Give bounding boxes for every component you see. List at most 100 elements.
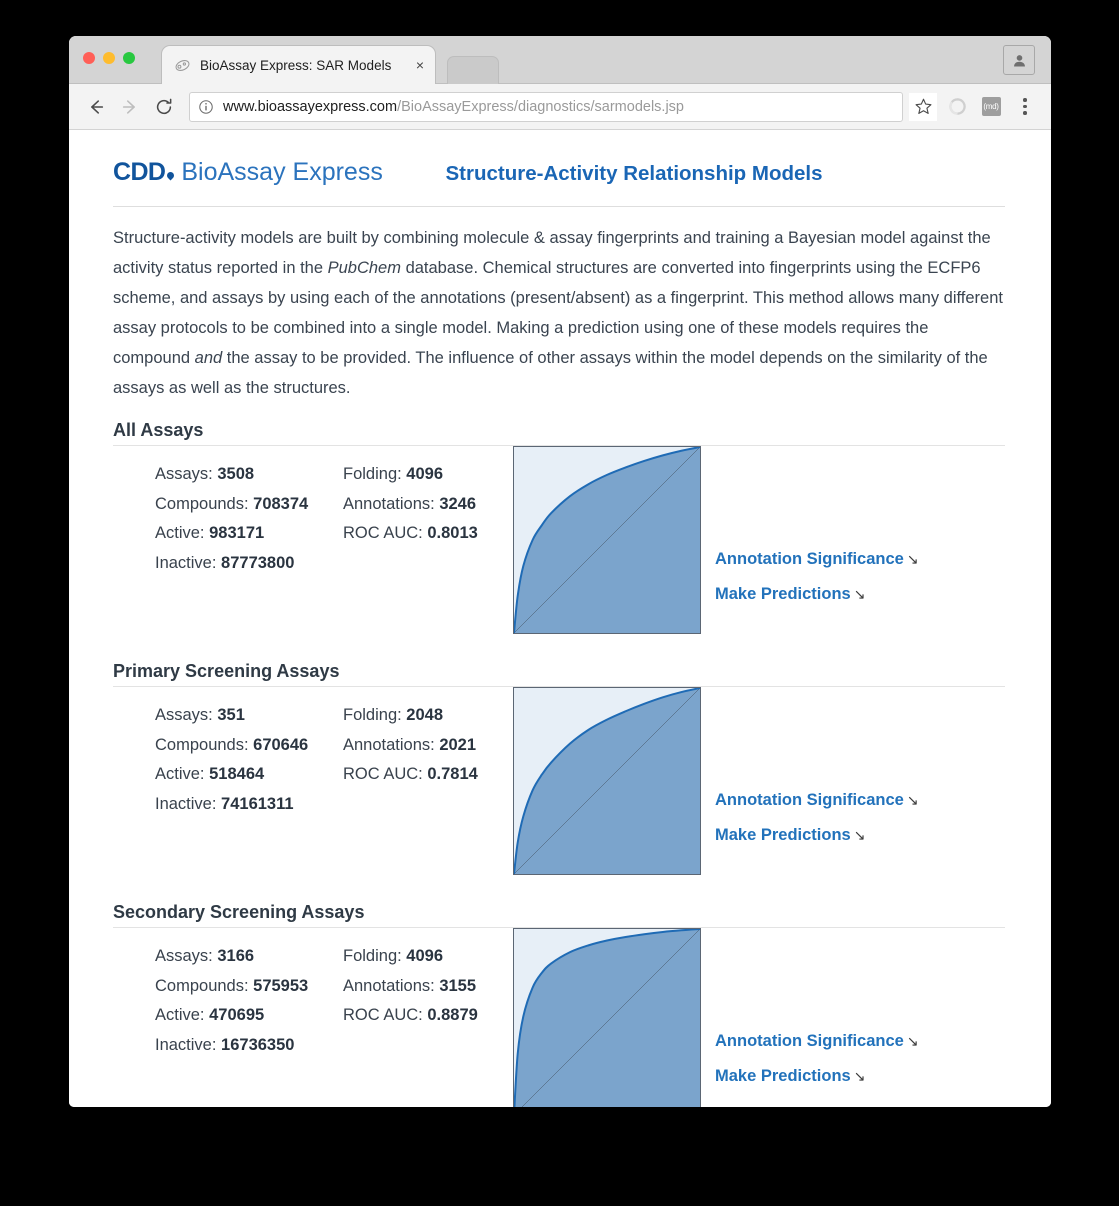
stat-label: Active: — [155, 1006, 205, 1024]
link-row: Make Predictions ↘ — [715, 826, 919, 845]
stat-value: 2021 — [439, 735, 477, 754]
stat-value: 16736350 — [221, 1035, 295, 1054]
reload-icon[interactable] — [149, 92, 179, 122]
make-predictions-link[interactable]: Make Predictions — [715, 585, 851, 603]
link-row: Annotation Significance ↘ — [715, 550, 919, 569]
browser-window: BioAssay Express: SAR Models × — [69, 36, 1051, 1107]
page-info-icon[interactable] — [198, 99, 214, 115]
stats-grid: Assays: 3166 Compounds: 575953 Active: 4… — [155, 942, 478, 1060]
stat-value: 0.8879 — [427, 1006, 478, 1024]
minimize-window-button[interactable] — [103, 52, 115, 64]
stat-folding: Folding: 2048 — [343, 701, 478, 731]
stat-value: 4096 — [406, 947, 444, 965]
stat-value: 3155 — [439, 976, 477, 995]
stat-annotations: Annotations: 3155 — [343, 972, 478, 1002]
back-icon[interactable] — [81, 92, 111, 122]
header-divider — [113, 206, 1005, 207]
section-body: Assays: 351 Compounds: 670646 Active: 51… — [113, 687, 1005, 885]
section-links: Annotation Significance ↘ Make Prediction… — [715, 550, 919, 620]
section-divider — [113, 445, 1005, 446]
stat-value: 470695 — [209, 1006, 265, 1024]
new-tab-button[interactable] — [447, 56, 499, 84]
stat-label: Compounds: — [155, 735, 249, 754]
stat-inactive: Inactive: 16736350 — [155, 1031, 343, 1061]
stat-label: ROC AUC: — [343, 524, 423, 542]
stat-label: Folding: — [343, 706, 402, 724]
stat-value: 2048 — [406, 706, 444, 724]
stat-folding: Folding: 4096 — [343, 460, 478, 490]
window-controls — [83, 52, 135, 64]
stat-compounds: Compounds: 708374 — [155, 490, 343, 520]
browser-menu-icon[interactable] — [1011, 93, 1039, 121]
stat-value: 3508 — [217, 465, 255, 483]
section-title: All Assays — [113, 420, 204, 440]
stat-value: 351 — [217, 706, 245, 724]
stat-roc-auc: ROC AUC: 0.8013 — [343, 519, 478, 549]
section-divider — [113, 686, 1005, 687]
stat-value: 87773800 — [221, 553, 295, 572]
stats-column-left: Assays: 3166 Compounds: 575953 Active: 4… — [155, 942, 343, 1060]
circle-extension-icon[interactable] — [943, 93, 971, 121]
stat-label: Folding: — [343, 947, 402, 965]
tab-title: BioAssay Express: SAR Models — [200, 57, 392, 73]
forward-icon[interactable] — [115, 92, 145, 122]
page-header: CDD BioAssay Express Structure-Activity … — [113, 156, 1005, 200]
stat-label: Active: — [155, 524, 205, 542]
section-primary-screening-assays: Primary Screening Assays Assays: 351 Com… — [113, 661, 1005, 885]
address-bar[interactable]: www.bioassayexpress.com/BioAssayExpress/… — [189, 91, 903, 122]
external-arrow-icon: ↘ — [906, 551, 919, 567]
section-links: Annotation Significance ↘ Make Prediction… — [715, 1032, 919, 1102]
external-arrow-icon: ↘ — [853, 827, 866, 843]
cdd-logo[interactable]: CDD BioAssay Express — [113, 158, 383, 187]
stat-value: 983171 — [209, 524, 265, 542]
stat-roc-auc: ROC AUC: 0.8879 — [343, 1001, 478, 1031]
close-tab-button[interactable]: × — [415, 57, 424, 73]
annotation-significance-link[interactable]: Annotation Significance — [715, 550, 904, 568]
stat-value: 0.8013 — [427, 524, 478, 542]
browser-tab[interactable]: BioAssay Express: SAR Models × — [161, 45, 436, 84]
section-title: Secondary Screening Assays — [113, 902, 365, 922]
stat-value: 3246 — [439, 494, 477, 513]
stat-active: Active: 983171 — [155, 519, 343, 549]
stat-active: Active: 470695 — [155, 1001, 343, 1031]
stat-value: 670646 — [253, 735, 309, 754]
stat-label: Active: — [155, 765, 205, 783]
make-predictions-link[interactable]: Make Predictions — [715, 826, 851, 844]
stat-value: 4096 — [406, 465, 444, 483]
stat-label: Annotations: — [343, 735, 435, 754]
stat-active: Active: 518464 — [155, 760, 343, 790]
tab-strip: BioAssay Express: SAR Models × — [69, 36, 1051, 84]
stat-label: Inactive: — [155, 553, 217, 572]
page-content: CDD BioAssay Express Structure-Activity … — [69, 130, 1051, 1107]
stat-assays: Assays: 3166 — [155, 942, 343, 972]
section-title: Primary Screening Assays — [113, 661, 340, 681]
annotation-significance-link[interactable]: Annotation Significance — [715, 1032, 904, 1050]
close-window-button[interactable] — [83, 52, 95, 64]
annotation-significance-link[interactable]: Annotation Significance — [715, 791, 904, 809]
make-predictions-link[interactable]: Make Predictions — [715, 1067, 851, 1085]
profile-avatar-icon[interactable] — [1003, 45, 1035, 75]
section-secondary-screening-assays: Secondary Screening Assays Assays: 3166 … — [113, 902, 1005, 1107]
external-arrow-icon: ↘ — [853, 1068, 866, 1084]
intro-part-2: database. Chemical structures are conver… — [113, 259, 1003, 367]
stats-column-right: Folding: 4096 Annotations: 3155 ROC AUC:… — [343, 942, 478, 1060]
section-divider — [113, 927, 1005, 928]
md-extension-icon[interactable]: (md) — [977, 93, 1005, 121]
stat-label: ROC AUC: — [343, 765, 423, 783]
link-row: Annotation Significance ↘ — [715, 791, 919, 810]
stat-label: Inactive: — [155, 1035, 217, 1054]
section-links: Annotation Significance ↘ Make Prediction… — [715, 791, 919, 861]
molecule-icon — [174, 57, 191, 74]
stats-grid: Assays: 3508 Compounds: 708374 Active: 9… — [155, 460, 478, 578]
browser-toolbar: www.bioassayexpress.com/BioAssayExpress/… — [69, 84, 1051, 130]
page-title: Structure-Activity Relationship Models — [445, 162, 823, 185]
stat-label: Compounds: — [155, 494, 249, 513]
logo-product-name: BioAssay Express — [181, 158, 383, 186]
bookmark-star-icon[interactable] — [909, 92, 937, 121]
stat-inactive: Inactive: 74161311 — [155, 790, 343, 820]
stat-label: Compounds: — [155, 976, 249, 995]
external-arrow-icon: ↘ — [853, 586, 866, 602]
section-body: Assays: 3508 Compounds: 708374 Active: 9… — [113, 446, 1005, 644]
maximize-window-button[interactable] — [123, 52, 135, 64]
md-extension-label: (md) — [981, 97, 1001, 116]
